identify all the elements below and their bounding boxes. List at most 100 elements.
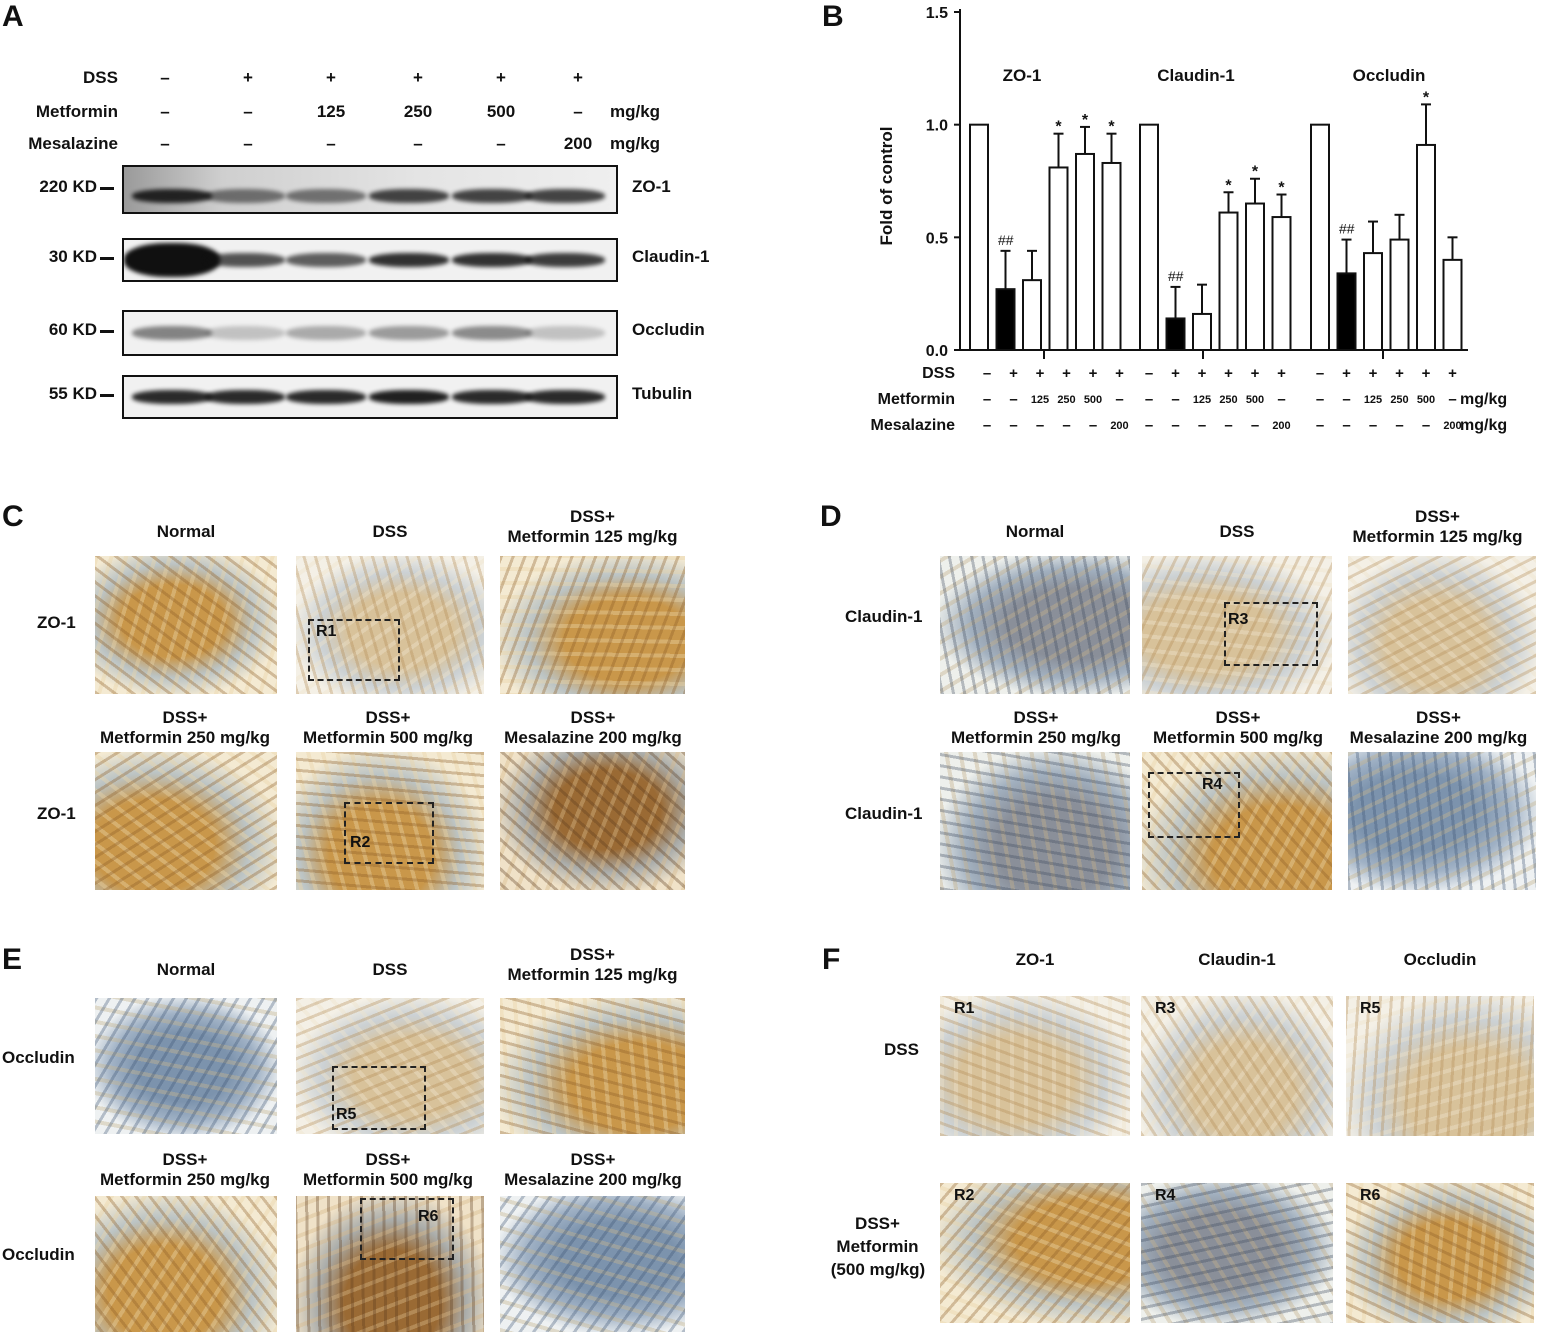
condition-value: – — [1198, 417, 1206, 434]
roi-box — [1224, 602, 1318, 666]
y-axis-label: Fold of control — [877, 127, 896, 246]
bar — [995, 288, 1016, 352]
condition-label: DSS — [922, 365, 955, 382]
condition-value: – — [160, 68, 170, 87]
condition-value: – — [1342, 391, 1350, 408]
condition-value: – — [1145, 365, 1153, 382]
bar — [1075, 152, 1095, 351]
protein-band — [205, 253, 285, 267]
condition-value: + — [1422, 365, 1431, 382]
column-title-line2: Metformin 500 mg/kg — [1152, 728, 1324, 747]
roi-label: R1 — [954, 1000, 975, 1017]
bar — [1416, 143, 1436, 351]
protein-band — [205, 326, 285, 340]
roi-box — [1148, 772, 1240, 838]
roi-label: R3 — [1228, 611, 1249, 628]
row-label-dss: DSS — [884, 1040, 919, 1059]
protein-band — [132, 326, 212, 340]
bar — [1022, 279, 1042, 351]
significance-mark: * — [1082, 112, 1089, 129]
condition-value: + — [1369, 365, 1378, 382]
column-title-line2: Metformin 125 mg/kg — [507, 965, 678, 984]
ihc-micrograph: R4 — [1142, 752, 1332, 890]
bar — [969, 123, 989, 351]
roi-label: R6 — [1360, 1187, 1381, 1204]
condition-value: 125 — [1031, 394, 1049, 406]
condition-value: – — [496, 134, 506, 153]
stain-label: Claudin-1 — [845, 607, 923, 626]
condition-value: – — [1316, 417, 1324, 434]
ihc-micrograph: R5 — [296, 998, 484, 1134]
condition-value: + — [1342, 365, 1351, 382]
unit-label: mg/kg — [610, 134, 661, 153]
condition-value: 250 — [1390, 394, 1408, 406]
molecular-weight-label: 60 KD — [48, 320, 97, 339]
column-title-line1: DSS+ — [365, 1150, 411, 1169]
column-title: DSS — [1219, 522, 1255, 541]
column-title-line2: Metformin 500 mg/kg — [302, 1170, 474, 1189]
marker-tick — [100, 330, 114, 333]
condition-value: + — [1115, 365, 1124, 382]
ihc-micrograph — [500, 998, 685, 1134]
roi-box — [308, 619, 400, 681]
protein-band — [132, 188, 212, 203]
bar — [1048, 166, 1069, 351]
protein-label: Occludin — [632, 320, 705, 339]
condition-value: – — [1145, 417, 1153, 434]
condition-value: – — [243, 102, 253, 121]
y-tick-label: 1.0 — [926, 118, 948, 135]
condition-value: – — [1277, 391, 1285, 408]
ihc-micrograph — [500, 752, 685, 890]
condition-value: – — [1342, 417, 1350, 434]
molecular-weight-label: 55 KD — [48, 384, 97, 403]
condition-value: – — [1251, 417, 1259, 434]
ihc-micrograph — [500, 1196, 685, 1332]
column-title-line1: DSS+ — [162, 708, 208, 727]
column-title-line2: Mesalazine 200 mg/kg — [504, 728, 682, 747]
bar — [1218, 211, 1239, 351]
significance-mark: ## — [1168, 268, 1184, 284]
blot-membrane — [122, 238, 618, 282]
y-tick-label: 0.0 — [926, 343, 948, 360]
ihc-micrograph — [95, 998, 277, 1134]
y-tick-label: 0.5 — [926, 230, 948, 247]
condition-value: – — [1171, 417, 1179, 434]
protein-band — [452, 188, 532, 203]
bar — [1139, 123, 1159, 351]
condition-value: – — [160, 102, 170, 121]
condition-value: 200 — [1272, 420, 1290, 432]
condition-value: – — [1009, 391, 1017, 408]
bar — [1245, 202, 1265, 351]
roi-box — [332, 1066, 426, 1130]
condition-value: + — [413, 68, 423, 87]
condition-value: – — [326, 134, 336, 153]
condition-value: + — [573, 68, 583, 87]
protein-band — [369, 390, 449, 404]
ihc-micrograph — [95, 752, 277, 890]
condition-value: + — [1171, 365, 1180, 382]
column-title-line2: Metformin 250 mg/kg — [950, 728, 1122, 747]
group-label: Claudin-1 — [1157, 66, 1234, 85]
roi-magnified-micrograph: R1 — [940, 996, 1130, 1136]
column-title: Normal — [1005, 522, 1065, 541]
condition-value: – — [1422, 417, 1430, 434]
unit-label: mg/kg — [1460, 391, 1507, 408]
condition-value: 200 — [563, 134, 593, 153]
column-title-line1: DSS+ — [1013, 708, 1059, 727]
ihc-micrograph: R6 — [296, 1196, 484, 1332]
bar — [1442, 258, 1463, 351]
ihc-micrograph — [500, 556, 685, 694]
blot-membrane — [122, 165, 618, 214]
ihc-micrograph — [940, 752, 1130, 890]
condition-value: 500 — [1084, 394, 1102, 406]
panel-label-f: F — [822, 943, 841, 976]
protein-band — [286, 188, 366, 203]
condition-value: – — [983, 365, 991, 382]
roi-label: R3 — [1155, 1000, 1176, 1017]
condition-value: – — [983, 417, 991, 434]
molecular-weight-label: 220 KD — [39, 176, 97, 196]
column-title: Normal — [156, 522, 216, 541]
bar — [1310, 123, 1330, 351]
bar — [1389, 238, 1410, 351]
unit-label: mg/kg — [1460, 417, 1507, 434]
